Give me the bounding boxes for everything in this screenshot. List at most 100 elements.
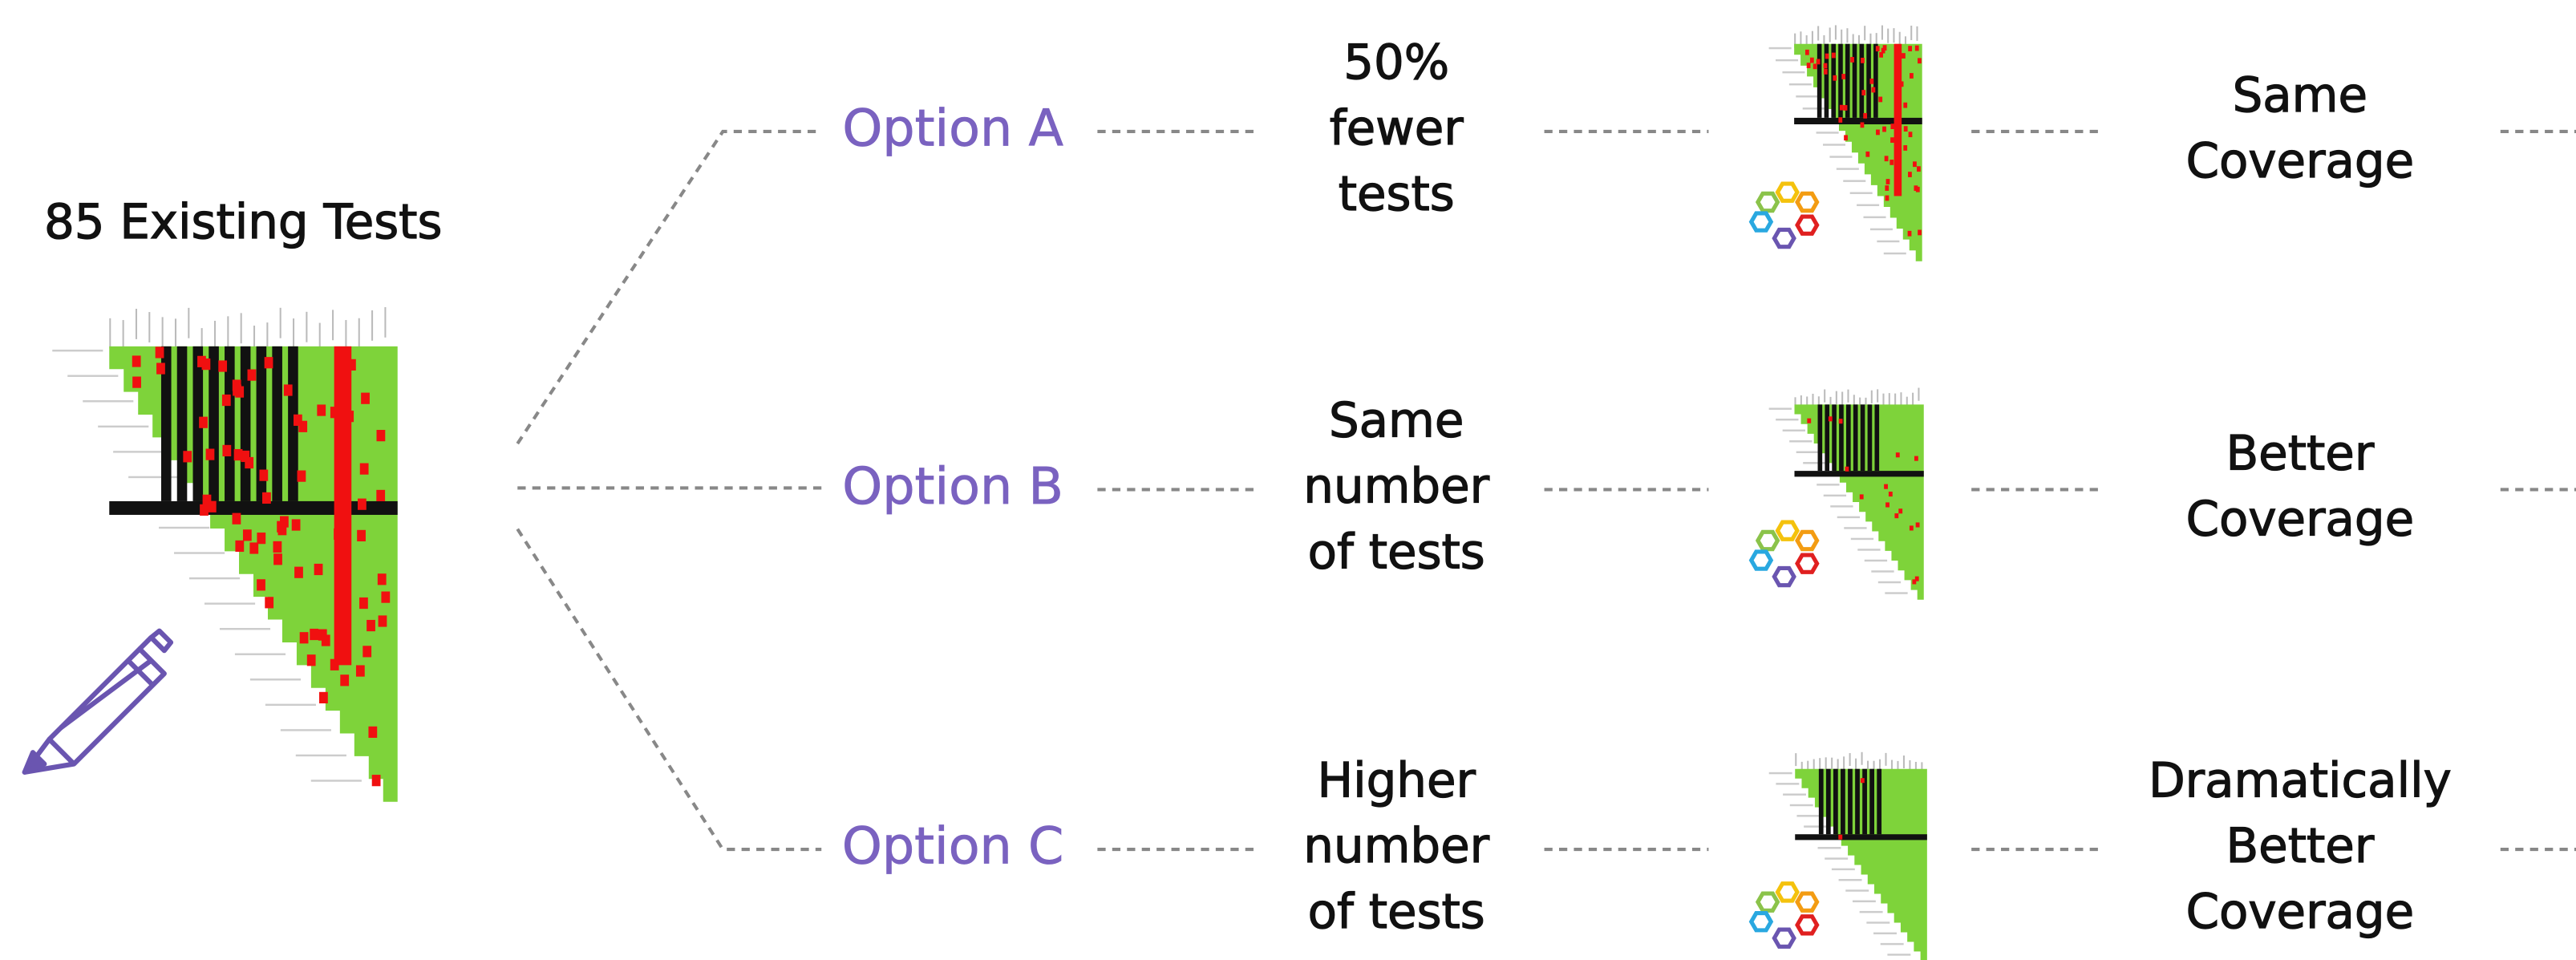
matrix-label (1829, 396, 1832, 411)
matrix-label (1875, 33, 1877, 48)
matrix-label (1789, 440, 1813, 443)
matrix-label (1837, 759, 1839, 772)
matrix-label (1811, 30, 1813, 46)
matrix-bar (1867, 404, 1873, 472)
matrix-uncovered (1914, 185, 1918, 192)
matrix-label (1864, 26, 1866, 41)
matrix-uncovered (1908, 46, 1913, 51)
matrix-label (213, 320, 217, 351)
matrix-uncovered (357, 529, 366, 542)
matrix-label (1873, 760, 1875, 774)
matrix-label (1881, 25, 1883, 40)
matrix-label (1841, 29, 1843, 44)
matrix-label (384, 306, 387, 338)
matrix-label (1835, 391, 1837, 404)
coverage-matrix (1768, 387, 1924, 600)
matrix-uncovered (280, 516, 289, 528)
matrix-uncovered (317, 404, 326, 416)
matrix-label (1894, 393, 1897, 407)
matrix-uncovered (355, 665, 365, 677)
matrix-uncovered (1859, 494, 1864, 500)
matrix-uncovered (235, 540, 245, 553)
matrix-label (204, 602, 256, 605)
matrix-label (1822, 144, 1846, 146)
matrix-label (1768, 47, 1792, 50)
matrix-uncovered (257, 533, 266, 545)
matrix-label (1882, 393, 1885, 407)
matrix-label (1893, 28, 1895, 43)
matrix-uncovered (1915, 522, 1920, 528)
matrix-uncovered (1809, 57, 1814, 63)
matrix-uncovered (257, 579, 265, 591)
matrix-uncovered (1865, 151, 1870, 157)
logo-hex (1772, 565, 1796, 588)
matrix-label (1888, 393, 1890, 407)
option-description: Same (1329, 394, 1464, 449)
matrix-bar (1817, 404, 1823, 472)
matrix-label (1869, 228, 1893, 231)
matrix-label (293, 318, 295, 349)
coverage-matrix (1768, 25, 1922, 261)
matrix-bar (192, 346, 204, 501)
option-description: tests (1339, 167, 1455, 222)
matrix-uncovered (1841, 74, 1846, 79)
option-outcome: Coverage (2186, 492, 2415, 548)
matrix-uncovered (1884, 484, 1888, 489)
matrix-bar (1795, 834, 1927, 841)
matrix-label (1855, 758, 1857, 772)
matrix-uncovered (318, 691, 328, 704)
matrix-uncovered (1907, 230, 1912, 237)
logo-hex (1795, 891, 1820, 913)
matrix-uncovered (156, 363, 165, 375)
matrix-uncovered (363, 646, 372, 658)
matrix-bar (160, 346, 172, 501)
matrix-uncovered (376, 489, 386, 502)
matrix-uncovered (340, 674, 350, 687)
matrix-label (128, 476, 180, 479)
matrix-label (1794, 397, 1796, 411)
matrix-uncovered (1895, 452, 1900, 458)
option-description: Higher (1317, 753, 1476, 808)
matrix-label (1849, 753, 1851, 767)
matrix-uncovered (1850, 57, 1854, 63)
matrix-uncovered (294, 566, 303, 578)
matrix-uncovered (314, 563, 323, 576)
matrix-label (1805, 35, 1808, 51)
matrix-label (1845, 889, 1869, 892)
matrix-uncovered (273, 541, 282, 553)
matrix-uncovered (357, 498, 367, 510)
logo-hex (1795, 553, 1820, 574)
logo-hex (1755, 529, 1780, 552)
matrix-uncovered (293, 414, 302, 426)
matrix-label (295, 754, 346, 757)
matrix-bar (1869, 768, 1875, 835)
matrix-bar (1794, 471, 1924, 477)
matrix-uncovered (262, 492, 271, 504)
matrix-label (1857, 549, 1881, 551)
logo-hex (1775, 181, 1800, 203)
matrix-uncovered (259, 469, 269, 481)
logo-hex (1795, 214, 1820, 236)
matrix-uncovered (1890, 137, 1894, 144)
matrix-bar (1841, 768, 1845, 835)
matrix-uncovered (291, 519, 301, 531)
matrix-bar (1859, 43, 1865, 118)
matrix-uncovered (1885, 179, 1890, 184)
matrix-uncovered (306, 654, 316, 666)
matrix-label (310, 780, 362, 782)
connector (516, 129, 822, 445)
matrix-label (1864, 559, 1888, 562)
matrix-label (1831, 868, 1855, 871)
matrix-uncovered (1833, 75, 1837, 81)
matrix-label (148, 312, 151, 342)
matrix-uncovered (1845, 466, 1849, 472)
matrix-uncovered (245, 456, 254, 469)
matrix-uncovered (1839, 104, 1844, 111)
matrix-uncovered (249, 542, 259, 554)
matrix-uncovered (376, 430, 386, 442)
matrix-label (1782, 429, 1805, 431)
matrix-label (1877, 389, 1879, 403)
matrix-bar (256, 346, 267, 501)
matrix-label (1804, 825, 1828, 828)
matrix-label (113, 451, 164, 453)
